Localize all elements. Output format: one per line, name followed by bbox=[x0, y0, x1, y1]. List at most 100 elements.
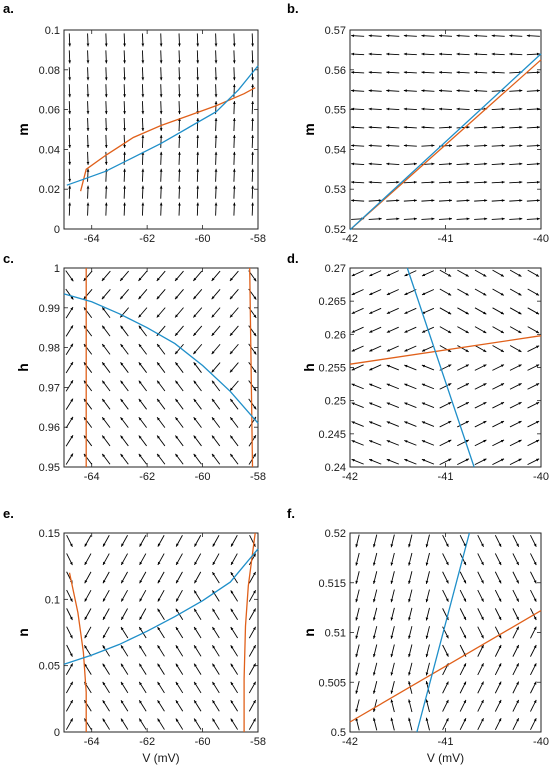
field-arrowhead bbox=[519, 199, 523, 202]
field-arrowhead bbox=[351, 330, 355, 333]
field-arrowhead bbox=[102, 616, 106, 620]
field-arrowhead bbox=[194, 580, 198, 584]
field-arrowhead bbox=[194, 590, 197, 594]
field-arrowhead bbox=[422, 273, 426, 277]
field-arrowhead bbox=[69, 653, 73, 657]
y-axis-label: h bbox=[15, 363, 31, 372]
field-arrowhead bbox=[175, 296, 178, 300]
field-arrowhead bbox=[465, 330, 469, 334]
field-arrowhead bbox=[447, 330, 452, 334]
field-arrowhead bbox=[251, 60, 254, 64]
field-arrowhead bbox=[123, 145, 126, 148]
field-arrowhead bbox=[465, 349, 469, 352]
field-arrowhead bbox=[178, 111, 181, 115]
field-arrowhead bbox=[230, 417, 234, 421]
field-arrowhead bbox=[196, 202, 200, 206]
field-arrowhead bbox=[386, 89, 390, 93]
field-arrowhead bbox=[447, 273, 452, 277]
field-arrowhead bbox=[157, 681, 161, 686]
x-tick-label: -60 bbox=[195, 233, 211, 245]
field-arrowhead bbox=[456, 52, 460, 56]
y-axis-label: m bbox=[15, 123, 31, 135]
field-arrowhead bbox=[102, 417, 106, 421]
field-arrowhead bbox=[86, 185, 90, 189]
field-arrowhead bbox=[501, 107, 505, 111]
field-arrowhead bbox=[465, 292, 469, 296]
field-arrowhead bbox=[355, 672, 359, 676]
field-arrowhead bbox=[456, 107, 460, 111]
field-arrowhead bbox=[403, 34, 407, 38]
field-arrowhead bbox=[102, 398, 106, 403]
field-arrowhead bbox=[403, 89, 407, 93]
field-arrowhead bbox=[372, 717, 376, 721]
field-arrowhead bbox=[463, 580, 466, 584]
field-arrowhead bbox=[533, 543, 537, 547]
field-arrowhead bbox=[193, 332, 197, 336]
field-arrowhead bbox=[474, 52, 478, 56]
field-arrowhead bbox=[351, 292, 355, 295]
field-arrowhead bbox=[369, 402, 373, 406]
field-arrowhead bbox=[229, 369, 233, 373]
axes-frame bbox=[63, 267, 259, 468]
field-arrowhead bbox=[253, 718, 256, 722]
field-arrowhead bbox=[212, 561, 216, 565]
field-arrowhead bbox=[355, 544, 359, 548]
field-arrowhead bbox=[157, 398, 160, 403]
field-arrowhead bbox=[138, 325, 142, 329]
field-arrowhead bbox=[178, 168, 181, 172]
field-arrowhead bbox=[193, 314, 197, 318]
field-arrowhead bbox=[413, 180, 417, 184]
field-arrowhead bbox=[500, 364, 505, 368]
field-arrowhead bbox=[86, 77, 90, 81]
y-tick-label: 1 bbox=[54, 263, 60, 275]
field-arrowhead bbox=[68, 178, 72, 182]
field-arrowhead bbox=[408, 617, 411, 621]
field-arrowhead bbox=[396, 180, 400, 184]
field-arrowhead bbox=[70, 278, 74, 282]
field-arrowhead bbox=[463, 616, 466, 621]
field-arrowhead bbox=[120, 343, 124, 348]
field-arrowhead bbox=[139, 718, 142, 722]
field-arrowhead bbox=[121, 543, 124, 547]
x-tick-label: -62 bbox=[139, 736, 155, 748]
field-arrowhead bbox=[483, 458, 487, 462]
field-arrowhead bbox=[123, 168, 126, 172]
field-arrowhead bbox=[369, 273, 373, 277]
field-arrowhead bbox=[408, 672, 411, 676]
field-arrowhead bbox=[386, 125, 390, 129]
field-arrowhead bbox=[159, 43, 163, 47]
field-arrowhead bbox=[368, 107, 372, 111]
field-arrowhead bbox=[253, 387, 257, 392]
field-arrowhead bbox=[372, 690, 376, 694]
y-tick-label: 0.52 bbox=[325, 224, 346, 236]
field-arrowhead bbox=[211, 296, 215, 300]
field-arrowhead bbox=[196, 94, 200, 98]
field-arrowhead bbox=[498, 681, 502, 685]
field-arrowhead bbox=[516, 543, 519, 547]
field-arrowhead bbox=[68, 161, 72, 165]
field-arrowhead bbox=[70, 380, 73, 384]
field-arrowhead bbox=[102, 453, 106, 457]
y-tick-label: 0.56 bbox=[325, 65, 346, 77]
field-arrowhead bbox=[536, 162, 540, 166]
panel-a: 0 0.02 0.04 0.06 0.08 0.1 -64 -62 -60 -58 a. m bbox=[3, 1, 266, 245]
field-arrowhead bbox=[535, 345, 540, 349]
field-arrowhead bbox=[372, 635, 376, 639]
field-arrowhead bbox=[141, 94, 145, 98]
field-arrowhead bbox=[175, 645, 179, 649]
field-arrowhead bbox=[196, 60, 200, 64]
field-arrowhead bbox=[229, 332, 233, 336]
field-arrowhead bbox=[159, 111, 163, 115]
field-arrowhead bbox=[212, 718, 216, 722]
field-arrowhead bbox=[229, 277, 233, 281]
field-arrowhead bbox=[230, 681, 234, 686]
field-arrowhead bbox=[139, 561, 143, 565]
field-arrowhead bbox=[519, 125, 523, 129]
field-arrowhead bbox=[351, 402, 355, 406]
field-arrowhead bbox=[253, 314, 257, 318]
field-arrowhead bbox=[253, 590, 256, 594]
field-arrowhead bbox=[212, 590, 216, 594]
field-arrowhead bbox=[386, 440, 390, 443]
field-arrowhead bbox=[104, 94, 108, 98]
field-arrowhead bbox=[102, 718, 106, 722]
